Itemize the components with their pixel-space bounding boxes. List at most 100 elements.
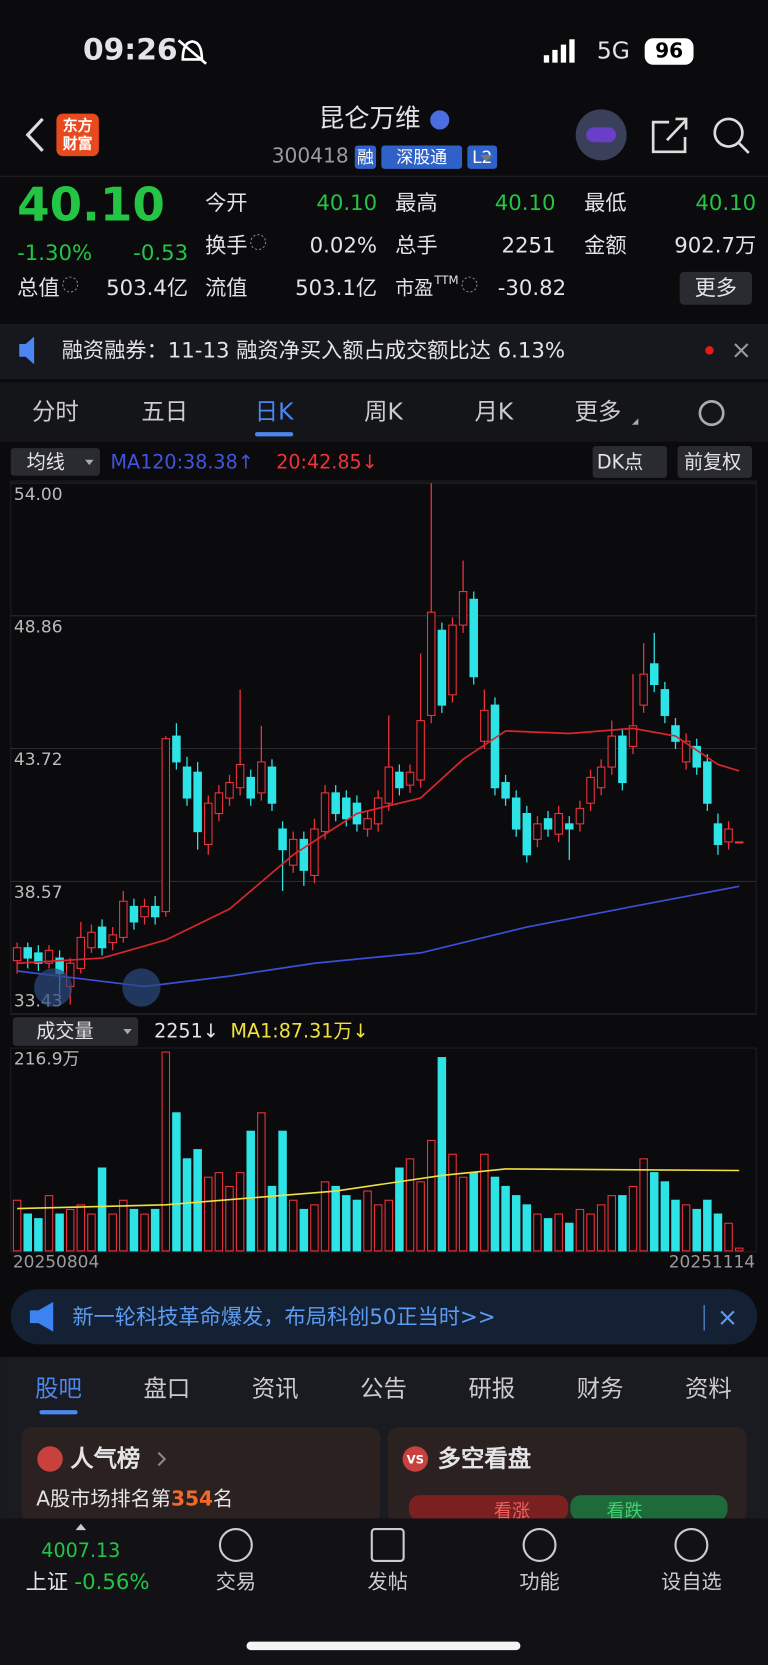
field-label: 总手 [395,233,437,258]
volume-panel [10,1047,757,1253]
ad-banner[interactable] [10,1289,758,1345]
candle-body [97,926,107,949]
index-line[interactable]: 上证 -0.56% [26,1570,150,1595]
index-change: -0.56% [74,1570,149,1595]
candle-body [235,763,245,789]
candle-body [44,949,54,964]
ad-close[interactable] [720,1310,735,1325]
volume-ma-label: MA1:87.31万↓ [231,1020,369,1043]
tab[interactable]: 日K [255,398,294,426]
nav-label[interactable]: 设自选 [661,1570,721,1594]
search-button[interactable] [713,117,750,154]
notice-close[interactable] [734,343,749,358]
volume-bar [660,1181,670,1252]
section-tab[interactable]: 资料 [685,1374,732,1402]
volume-bar [480,1153,489,1252]
dropdown-arrow[interactable] [480,155,493,162]
ma-select[interactable] [10,448,100,476]
logo[interactable] [56,113,99,157]
adjust-button[interactable] [677,445,752,478]
candle-body [182,766,192,799]
percent-change: -1.30% [17,241,92,266]
volume-bar [257,1112,266,1252]
candle-body [193,771,202,833]
candle-body [108,934,117,944]
enterprise-icon [430,110,450,130]
candle-body [713,823,723,846]
volume-bar [342,1195,351,1252]
bear-button[interactable] [570,1495,728,1521]
nav-bubble[interactable] [34,968,73,1007]
tab[interactable]: 周K [364,398,403,426]
sentiment-icon-text: VS [407,1453,424,1467]
section-tab[interactable]: 盘口 [143,1374,190,1402]
home-indicator [246,1641,521,1651]
more-button[interactable] [679,271,752,305]
bottom-nav [0,1518,768,1665]
section-tab[interactable]: 资讯 [252,1374,299,1402]
volume-select[interactable] [12,1017,139,1046]
candle-body [161,738,171,913]
nav-bubble[interactable] [122,968,161,1007]
back-button[interactable] [25,117,44,152]
candle-body [416,720,425,781]
volume-bar [65,1208,75,1252]
status-network: 5G [597,37,630,65]
section-tab[interactable]: 股吧 [35,1374,82,1402]
share-button[interactable] [651,117,688,154]
expand-arrow[interactable] [75,1523,87,1531]
nav-label[interactable]: 发帖 [368,1570,408,1594]
tab[interactable]: 更多 [575,398,622,426]
info-icon[interactable] [62,276,79,293]
bear-label: 看跌 [606,1501,642,1522]
section-tab[interactable]: 公告 [360,1374,407,1402]
tab[interactable]: 分时 [32,398,79,426]
volume-bar [734,1247,744,1252]
volume-bar [469,1172,478,1252]
section-tab[interactable]: 财务 [577,1374,624,1402]
popular-icon [37,1446,63,1472]
candle-body [639,673,648,706]
field-label: 市盈 [395,276,433,299]
candle-body [267,766,277,804]
volume-bar [607,1195,617,1252]
nav-label[interactable]: 交易 [216,1570,256,1594]
section-tab[interactable]: 研报 [468,1374,515,1402]
volume-bar [543,1218,553,1252]
volume-bar [310,1204,319,1252]
candle-body [299,838,309,871]
volume-bar [246,1130,255,1252]
candle-body [596,766,606,789]
ma20-label: 20:42.85↓ [276,450,377,473]
notice-text[interactable]: 融资融券：11-13 融资净买入额占成交额比达 6.13% [62,338,565,363]
candle-body [671,725,680,742]
volume-top-label: 216.9万 [14,1050,80,1070]
volume-bar [405,1158,415,1252]
nav-label[interactable]: 功能 [519,1570,559,1594]
popular-card[interactable] [21,1427,381,1523]
volume-bar [427,1139,436,1252]
candle-body [140,905,149,918]
tab[interactable]: 月K [475,398,514,426]
tab[interactable]: 五日 [141,398,188,426]
candle-body [607,735,617,768]
candle-body [395,771,404,789]
volume-bar [501,1185,510,1252]
candle-body [501,782,510,799]
volume-bar [172,1112,181,1252]
volume-bar [586,1213,595,1252]
candle-body [373,797,383,825]
bull-button[interactable] [408,1495,569,1521]
nav-icon [674,1528,709,1562]
dk-button[interactable] [592,445,667,478]
bell-off-icon [177,39,207,65]
candle-body [660,689,670,716]
settings-button[interactable] [698,400,725,427]
status-time: 09:26 [83,32,178,67]
info-icon[interactable] [250,234,267,251]
info-icon[interactable] [461,276,478,293]
notice-bar [0,323,768,380]
field-value: 40.10 [695,191,756,216]
candle-body [554,812,563,835]
